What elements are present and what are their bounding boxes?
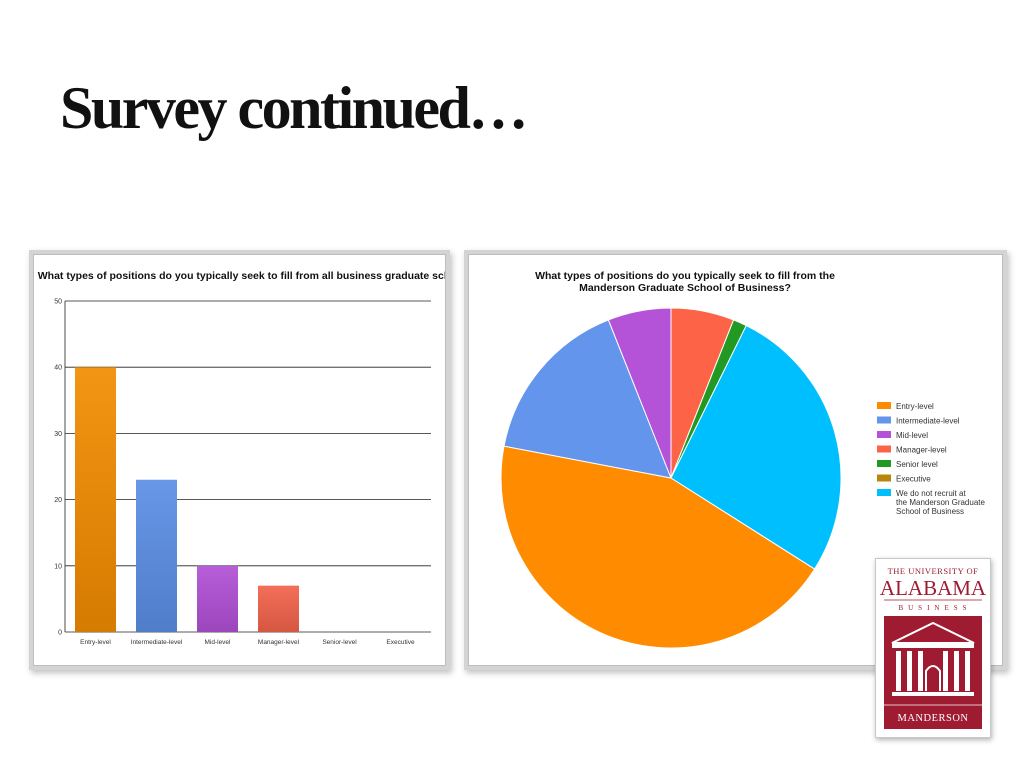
x-tick-label: Entry-level (80, 639, 111, 646)
x-tick-label: Executive (386, 639, 415, 646)
logo-main-text: ALABAMA (880, 576, 987, 600)
y-tick-label: 40 (54, 365, 62, 372)
y-tick-label: 20 (54, 497, 62, 504)
x-tick-label: Manager-level (258, 639, 300, 646)
legend-label: Executive (896, 475, 931, 484)
pie-slice-2 (607, 307, 672, 479)
pie-chart-title: What types of positions do you typically… (535, 270, 835, 282)
y-tick-label: 0 (58, 630, 62, 637)
x-tick-label: Mid-level (204, 639, 231, 646)
legend-label: Entry-level (896, 402, 934, 411)
x-tick-label: Intermediate-level (131, 639, 183, 646)
y-tick-label: 50 (54, 299, 62, 306)
legend-swatch (877, 489, 891, 496)
bar-mid-level (197, 565, 238, 632)
legend-label: Intermediate-level (896, 417, 960, 426)
pie-chart: What types of positions do you typically… (500, 270, 985, 649)
pie-slice-0 (500, 445, 816, 649)
legend-swatch (877, 445, 891, 453)
legend-label: We do not recruit at (896, 489, 966, 498)
legend-label: the Manderson Graduate (896, 498, 985, 507)
logo-bottom-text: MANDERSON (897, 713, 968, 724)
pie-slice-1 (503, 319, 672, 479)
bar-entry-level (75, 367, 116, 632)
y-tick-label: 10 (54, 563, 62, 570)
legend-label: Senior level (896, 460, 938, 469)
bar-chart-title: What types of positions do you typically… (38, 270, 445, 282)
legend-swatch (877, 416, 891, 424)
pie-slice-6 (670, 324, 842, 570)
legend-swatch (877, 431, 891, 438)
pie-chart-title: Manderson Graduate School of Business? (579, 282, 791, 294)
bar-chart: What types of positions do you typically… (38, 270, 445, 646)
legend-swatch (877, 460, 891, 467)
legend-swatch (877, 474, 891, 482)
y-tick-label: 30 (54, 431, 62, 438)
logo-sub-text: BUSINESS (898, 604, 971, 612)
legend-label: Manager-level (896, 446, 947, 455)
legend-swatch (877, 402, 891, 409)
logo-top-text: THE UNIVERSITY OF (888, 566, 979, 576)
bar-manager-level (258, 585, 299, 632)
bar-chart-card: What types of positions do you typically… (33, 254, 446, 666)
legend-label: Mid-level (896, 431, 928, 440)
bar-intermediate-level (136, 479, 177, 632)
manderson-building-logo: THE UNIVERSITY OF ALABAMA BUSINESS MANDE… (880, 566, 987, 729)
slide-title: Survey continued… (60, 75, 528, 141)
university-logo: THE UNIVERSITY OF ALABAMA BUSINESS MANDE… (875, 558, 991, 738)
legend-label: School of Business (896, 507, 964, 516)
x-tick-label: Senior-level (322, 639, 357, 646)
